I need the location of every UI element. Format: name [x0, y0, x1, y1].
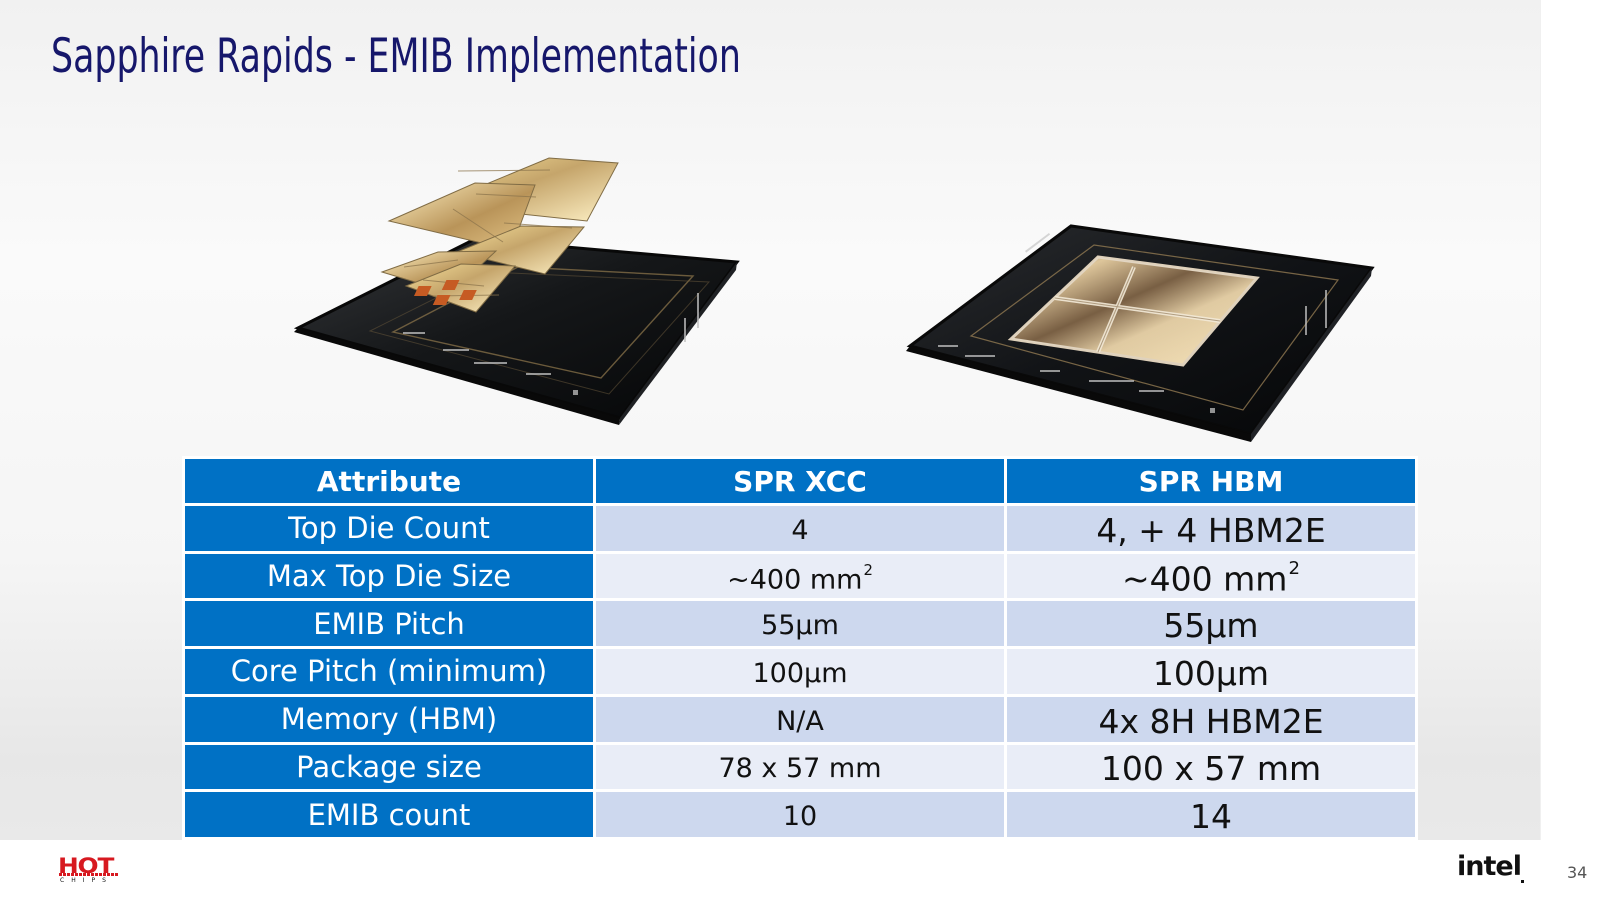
- spr-hbm-value-text: 100 x 57 mm: [1100, 749, 1322, 789]
- table-row-top-die-count: Top Die Count 4 4, + 4 HBM2E: [182, 503, 1418, 554]
- hot-chips-logo-bottom: CHIPS: [60, 877, 113, 884]
- xcc-top-dies: [380, 157, 619, 313]
- spr-xcc-value-text: 55µm: [761, 610, 839, 642]
- table-row-max-top-die-size: Max Top Die Size ~400 mm2 ~400 mm2: [182, 550, 1418, 602]
- spr-hbm-value-text: 4, + 4 HBM2E: [1096, 510, 1326, 550]
- intel-logo: intel: [1457, 851, 1522, 882]
- page-number: 34: [1567, 863, 1588, 882]
- slide-footer: [0, 840, 1600, 900]
- spr-hbm-value-text: ~400 mm2: [1122, 558, 1300, 598]
- spr-hbm-value: 100 x 57 mm: [1004, 741, 1418, 793]
- spr-hbm-value-base: ~400 mm: [1122, 559, 1288, 599]
- spr-hbm-header: SPR HBM: [1004, 456, 1418, 506]
- table-row-emib-pitch: EMIB Pitch 55µm 55µm: [182, 598, 1418, 650]
- spec-table: Attribute SPR XCC SPR HBM Top Die Count …: [182, 456, 1418, 840]
- spr-xcc-value: ~400 mm2: [593, 550, 1007, 602]
- spr-xcc-value-base: ~400 mm: [727, 564, 863, 596]
- spr-xcc-value: 100µm: [593, 646, 1007, 697]
- attribute-cell: EMIB count: [182, 789, 596, 840]
- hbm-capacitors: [938, 232, 1327, 413]
- spr-hbm-value: 4, + 4 HBM2E: [1004, 503, 1418, 554]
- spr-xcc-value-text: ~400 mm2: [727, 561, 873, 595]
- table-row-memory: Memory (HBM) N/A 4x 8H HBM2E: [182, 693, 1418, 745]
- spr-hbm-value-text: 14: [1190, 797, 1232, 837]
- emib-bridges: [413, 280, 477, 305]
- spr-hbm-value: 100µm: [1004, 646, 1418, 697]
- spr-hbm-value: 55µm: [1004, 598, 1418, 650]
- right-edge-strip: [1540, 0, 1600, 900]
- spr-hbm-value: 4x 8H HBM2E: [1004, 693, 1418, 745]
- spr-xcc-package-image: [293, 157, 740, 425]
- attribute-cell: EMIB Pitch: [182, 598, 596, 650]
- spr-xcc-value-text: 78 x 57 mm: [718, 753, 882, 785]
- spr-hbm-value-text: 55µm: [1163, 606, 1259, 646]
- spr-hbm-value: 14: [1004, 789, 1418, 840]
- spr-hbm-value-superscript: 2: [1288, 557, 1300, 579]
- spr-xcc-header: SPR XCC: [593, 456, 1007, 506]
- spr-xcc-value: 78 x 57 mm: [593, 741, 1007, 793]
- attribute-cell: Memory (HBM): [182, 693, 596, 745]
- attribute-cell: Core Pitch (minimum): [182, 646, 596, 697]
- spr-xcc-value-text: N/A: [776, 705, 824, 737]
- spr-xcc-value: 4: [593, 503, 1007, 554]
- table-row-package-size: Package size 78 x 57 mm 100 x 57 mm: [182, 741, 1418, 793]
- attribute-cell: Top Die Count: [182, 503, 596, 554]
- table-row-emib-count: EMIB count 10 14: [182, 789, 1418, 840]
- spr-xcc-value-superscript: 2: [863, 560, 873, 579]
- attribute-cell: Max Top Die Size: [182, 550, 596, 602]
- spr-xcc-value-text: 10: [782, 801, 818, 833]
- attribute-header: Attribute: [182, 456, 596, 506]
- spr-xcc-value-text: 100µm: [752, 657, 848, 689]
- xcc-capacitors: [403, 293, 699, 395]
- table-row-core-pitch: Core Pitch (minimum) 100µm 100µm: [182, 646, 1418, 697]
- attribute-cell: Package size: [182, 741, 596, 793]
- table-header-row: Attribute SPR XCC SPR HBM: [182, 456, 1418, 506]
- spr-hbm-value: ~400 mm2: [1004, 550, 1418, 602]
- spr-xcc-value: 10: [593, 789, 1007, 840]
- spr-xcc-value: 55µm: [593, 598, 1007, 650]
- slide-title: Sapphire Rapids - EMIB Implementation: [51, 29, 741, 84]
- spr-xcc-value: N/A: [593, 693, 1007, 745]
- spr-hbm-package-image: [906, 224, 1375, 442]
- spr-hbm-value-text: 100µm: [1152, 653, 1270, 693]
- intel-logo-dot: [1521, 880, 1524, 883]
- spr-xcc-value-text: 4: [791, 514, 809, 546]
- spr-hbm-value-text: 4x 8H HBM2E: [1098, 701, 1324, 741]
- hot-chips-logo-top: HOT: [58, 854, 114, 878]
- hot-chips-logo-stripe: [59, 873, 119, 876]
- hot-chips-logo: HOT CHIPS: [58, 856, 122, 890]
- spec-table-wrapper: Attribute SPR XCC SPR HBM Top Die Count …: [182, 456, 1418, 840]
